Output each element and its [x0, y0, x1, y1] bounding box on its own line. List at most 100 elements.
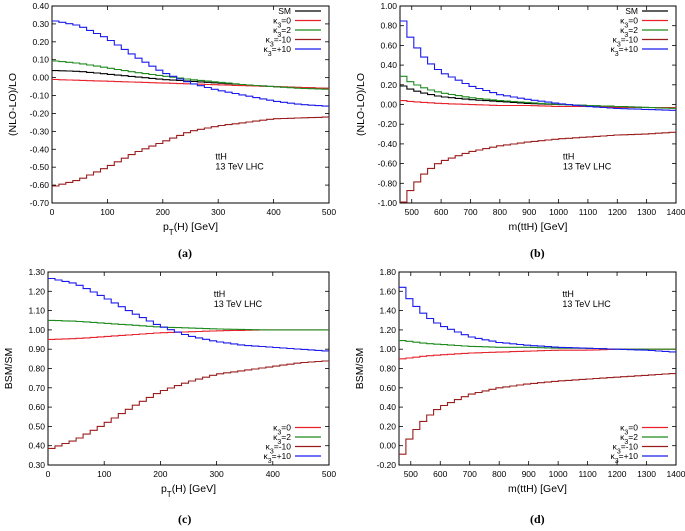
x-tick-label: 500	[322, 469, 336, 479]
y-tick-label: 0.30	[32, 19, 49, 29]
y-tick-label: -0.60	[378, 159, 398, 169]
y-tick-label: 0.80	[28, 364, 45, 374]
series-line-0	[400, 85, 676, 109]
y-tick-label: 1.00	[28, 325, 45, 335]
series-line-3	[399, 286, 676, 353]
legend-label: κ3=0	[620, 423, 638, 437]
legend-label: κ3=+10	[263, 44, 291, 58]
y-tick-label: 1.10	[28, 306, 45, 316]
x-tick-label: 1000	[549, 207, 568, 217]
annotation-process: ttH	[215, 152, 227, 162]
series-line-2	[48, 360, 329, 449]
x-tick-label: 500	[405, 207, 419, 217]
panel-b: 1.00 0.80 0.60 0.40 0.20 0.00 -0.20 -0.40 -0.60 -…	[355, 1, 685, 233]
y-tick-label: 0.20	[380, 80, 397, 90]
y-tick-label: 0.50	[28, 421, 45, 431]
legend-label: κ3=0	[273, 423, 291, 437]
y-tick-label: -0.50	[30, 162, 50, 172]
y-tick-label: -0.80	[378, 178, 398, 188]
series-line-2	[399, 373, 676, 455]
caption-c: (c)	[178, 512, 192, 526]
x-tick-label: 700	[463, 469, 477, 479]
y-tick-label: 1.00	[379, 344, 396, 354]
legend-label: κ3=2	[620, 432, 638, 446]
series-line-0	[399, 348, 676, 360]
panel-d: 1.80 1.60 1.40 1.20 1.00 0.80 0.60 0.40 0.20 0.00…	[354, 267, 685, 495]
x-axis-label: m(ttH) [GeV]	[508, 483, 567, 495]
x-tick-label: 300	[210, 469, 224, 479]
series-line-4	[52, 20, 329, 107]
x-axis-label: m(ttH) [GeV]	[509, 221, 568, 233]
x-tick-label: 1100	[579, 207, 598, 217]
y-tick-label: 0.40	[380, 60, 397, 70]
annotation-energy: 13 TeV LHC	[562, 299, 611, 309]
y-axis-label: BSM/SM	[354, 348, 366, 389]
x-tick-label: 1300	[637, 207, 656, 217]
legend-label: κ3=-10	[613, 442, 639, 456]
series-line-3	[48, 277, 329, 352]
x-tick-label: 600	[433, 469, 447, 479]
y-tick-label: 0.00	[379, 441, 396, 451]
series-line-1	[400, 100, 676, 109]
x-tick-label: 1300	[637, 469, 656, 479]
y-axis-label: BSM/SM	[3, 348, 15, 389]
caption-d: (d)	[530, 512, 545, 526]
annotation-process: ttH	[214, 289, 226, 299]
y-tick-label: 0.60	[380, 40, 397, 50]
series-line-3	[400, 131, 676, 203]
legend-label: κ3=+10	[610, 44, 638, 58]
series-line-1	[399, 340, 676, 350]
x-tick-label: 300	[211, 207, 225, 217]
legend-label: SM	[278, 6, 291, 16]
y-tick-label: 0.90	[28, 344, 45, 354]
x-tick-label: 100	[97, 469, 111, 479]
series-line-2	[52, 60, 329, 90]
x-tick-label: 500	[404, 469, 418, 479]
legend-label: κ3=2	[273, 25, 291, 39]
y-tick-label: -0.10	[30, 91, 50, 101]
x-tick-label: 700	[463, 207, 477, 217]
y-tick-label: 1.80	[379, 267, 396, 277]
x-tick-label: 1200	[608, 469, 627, 479]
y-tick-label: 0.20	[379, 421, 396, 431]
x-tick-label: 1100	[578, 469, 597, 479]
annotation-process: ttH	[563, 152, 575, 162]
y-tick-label: 1.00	[380, 1, 397, 11]
y-tick-label: 0.00	[380, 100, 397, 110]
plot-frame	[51, 5, 330, 204]
legend-label: κ3=-10	[266, 442, 292, 456]
annotation-process: ttH	[562, 289, 574, 299]
y-tick-label: -0.20	[377, 460, 397, 470]
legend-label: κ3=-10	[266, 35, 292, 49]
y-tick-label: -0.60	[30, 180, 50, 190]
y-tick-label: 0.60	[28, 402, 45, 412]
y-tick-label: 0.40	[32, 1, 49, 11]
caption-b: (b)	[530, 246, 545, 260]
x-tick-label: 1400	[667, 207, 685, 217]
y-tick-label: -0.30	[30, 126, 50, 136]
x-tick-label: 0	[50, 207, 55, 217]
y-tick-label: 1.20	[379, 325, 396, 335]
y-tick-label: 0.80	[379, 364, 396, 374]
legend-label: κ3=0	[273, 16, 291, 30]
y-axis-label: (NLO-LO)/LO	[355, 73, 367, 136]
legend-label: κ3=0	[620, 16, 638, 30]
panel-a: 0.40 0.30 0.20 0.10 0.00 -0.10 -0.20 -0.30 -0.40…	[7, 1, 336, 237]
x-tick-label: 900	[522, 207, 536, 217]
x-tick-label: 1400	[667, 469, 685, 479]
x-axis-label: pT(H) [GeV]	[161, 483, 216, 499]
y-tick-label: -0.70	[30, 198, 50, 208]
legend-label: κ3=2	[273, 432, 291, 446]
legend-label: κ3=-10	[613, 35, 639, 49]
y-tick-label: 0.40	[28, 441, 45, 451]
x-tick-label: 400	[267, 207, 281, 217]
y-tick-label: 1.30	[28, 267, 45, 277]
legend-label: κ3=+10	[263, 451, 291, 465]
annotation-energy: 13 TeV LHC	[215, 162, 264, 172]
panel-c: 1.30 1.20 1.10 1.00 0.90 0.80 0.70 0.60 0.50 0.40…	[3, 267, 336, 499]
y-tick-label: 0.00	[32, 73, 49, 83]
x-axis-label: pT(H) [GeV]	[163, 221, 218, 237]
x-tick-label: 100	[100, 207, 114, 217]
x-tick-label: 800	[492, 469, 506, 479]
